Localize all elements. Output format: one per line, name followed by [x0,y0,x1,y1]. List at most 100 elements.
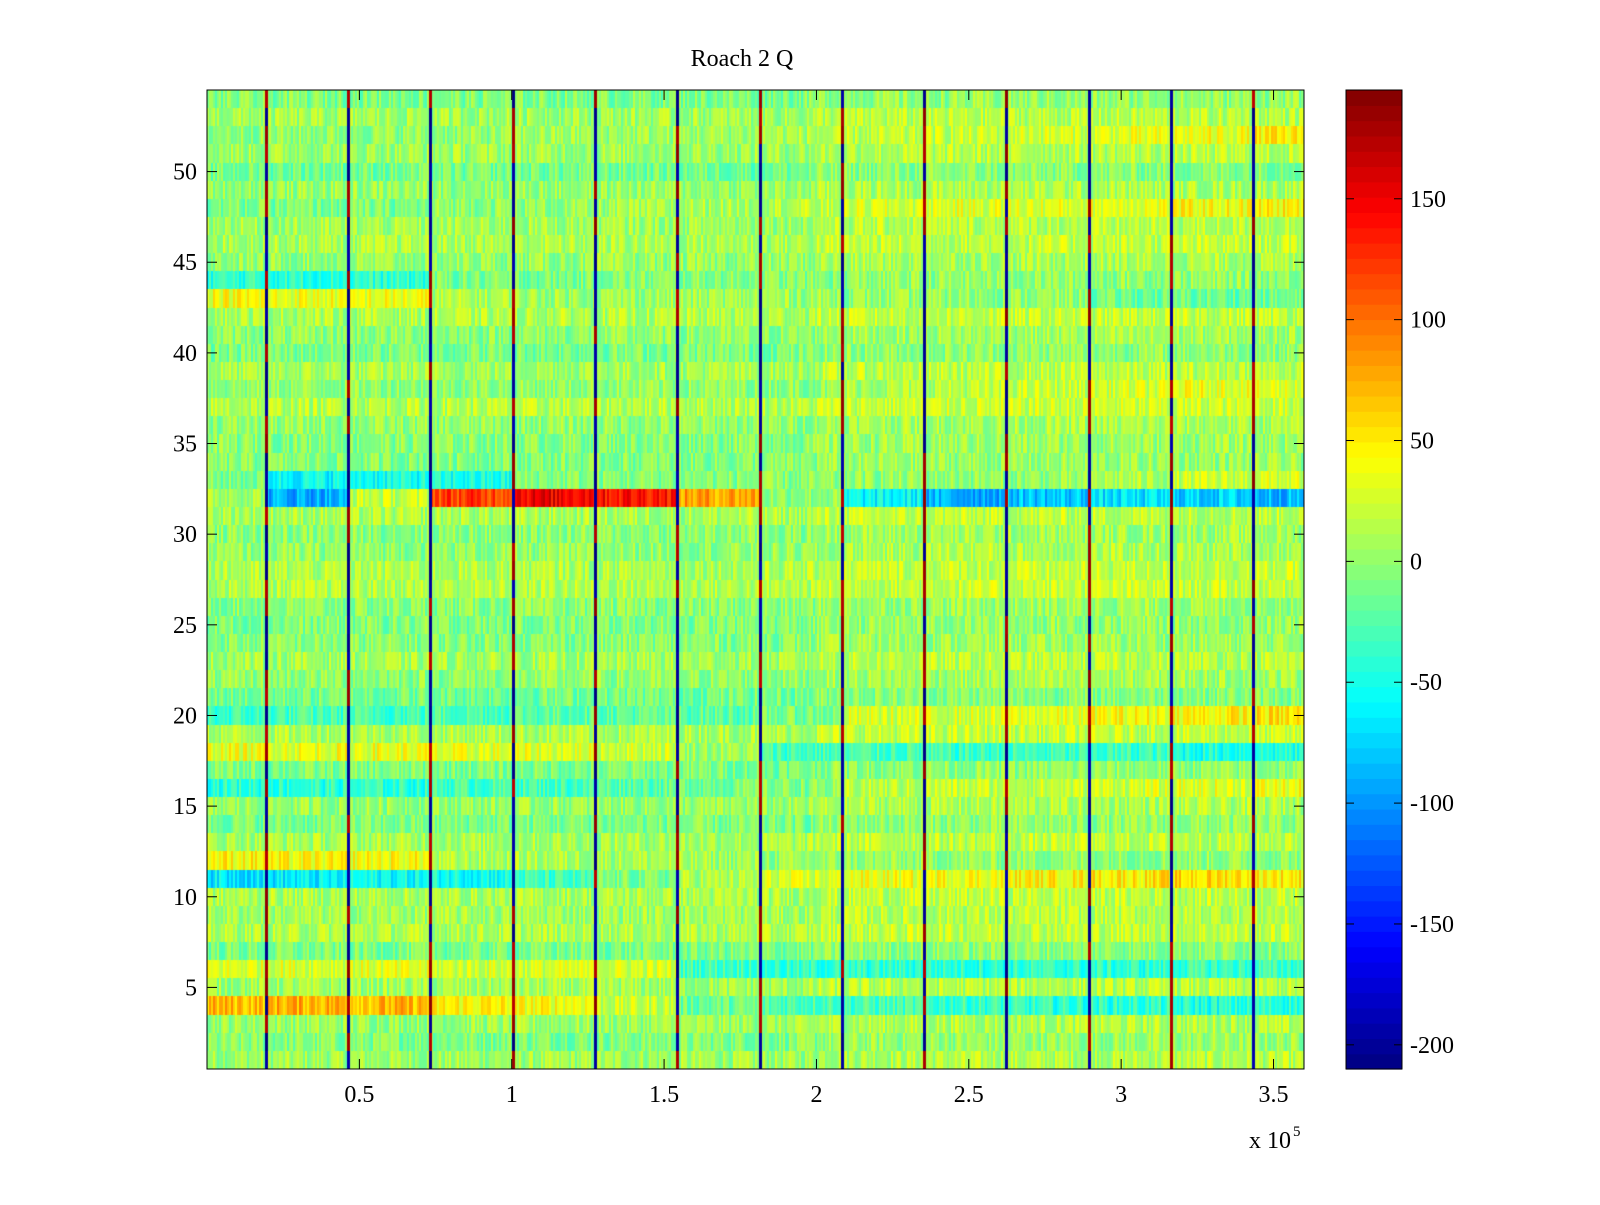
y-tick-label: 20 [173,703,197,729]
colorbar-swatch [1346,533,1402,550]
colorbar-swatch [1346,900,1402,917]
colorbar-swatch [1346,778,1402,795]
colorbar-swatch [1346,671,1402,688]
colorbar-swatch [1346,151,1402,168]
colorbar-swatch [1346,242,1402,259]
y-tick-label: 40 [173,341,197,367]
colorbar-swatch [1346,304,1402,321]
y-tick-label: 50 [173,160,197,186]
heatmap-plot-area [207,90,1304,1069]
colorbar-swatch [1346,411,1402,428]
chart-title: Roach 2 Q [691,46,794,72]
colorbar-swatch [1346,472,1402,489]
colorbar-swatch [1346,747,1402,764]
colorbar-swatch [1346,916,1402,932]
colorbar-swatch [1346,1023,1402,1040]
colorbar-swatch [1346,181,1402,198]
colorbar-tick-label: -100 [1410,791,1454,817]
y-tick-label: 35 [173,432,197,458]
colorbar-swatch [1346,579,1402,596]
colorbar-swatch [1346,166,1402,183]
colorbar-swatch [1346,977,1402,994]
colorbar-swatch [1346,701,1402,718]
colorbar-tick-label: -50 [1410,670,1442,696]
colorbar-swatch [1346,870,1402,887]
y-tick-label: 30 [173,522,197,548]
colorbar-tick-label: 50 [1410,429,1434,455]
colorbar-swatch [1346,854,1402,871]
colorbar-swatch [1346,625,1402,642]
colorbar-swatch [1346,1038,1402,1055]
colorbar-swatch [1346,90,1402,106]
x-tick-label: 1 [506,1082,518,1108]
colorbar-axis: 150 100 50 0 -50 -100 -150 -200 [1346,187,1454,1059]
colorbar-swatch [1346,288,1402,305]
colorbar-swatch [1346,808,1402,825]
x-axis-multiplier-base: x 10 [1249,1128,1291,1154]
colorbar-swatch [1346,946,1402,963]
x-axis-multiplier: x 10 5 [1249,1124,1301,1154]
colorbar-swatch [1346,457,1402,474]
x-tick-label: 3.5 [1259,1082,1289,1108]
colorbar-swatch [1346,961,1402,978]
colorbar-swatch [1346,885,1402,902]
colorbar-swatch [1346,793,1402,810]
colorbar-swatch [1346,594,1402,611]
colorbar-swatch [1346,931,1402,948]
colorbar-swatch [1346,135,1402,152]
colorbar-swatch [1346,426,1402,443]
colorbar-tick-label: -150 [1410,912,1454,938]
colorbar-swatch [1346,610,1402,626]
colorbar-swatch [1346,105,1402,122]
x-axis-multiplier-exponent: 5 [1293,1124,1301,1140]
x-tick-label: 2 [810,1082,822,1108]
colorbar-tick-label: 0 [1410,549,1422,575]
colorbar-swatch [1346,258,1402,275]
x-tick-label: 0.5 [344,1082,374,1108]
colorbar-swatch [1346,839,1402,856]
colorbar-swatch [1346,655,1402,672]
colorbar-tick-label: 100 [1410,308,1446,334]
x-tick-label: 2.5 [954,1082,984,1108]
colorbar-tick-label: 150 [1410,187,1446,213]
y-tick-label: 15 [173,794,197,820]
y-tick-label: 10 [173,885,197,911]
y-tick-label: 25 [173,613,197,639]
colorbar-swatch [1346,686,1402,703]
colorbar-swatch [1346,395,1402,412]
colorbar-swatch [1346,1007,1402,1024]
colorbar-swatch [1346,365,1402,382]
colorbar-swatch [1346,564,1402,581]
colorbar-swatch [1346,487,1402,504]
colorbar-swatch [1346,548,1402,565]
colorbar-swatch [1346,227,1402,244]
colorbar-swatch [1346,824,1402,841]
colorbar-swatch [1346,732,1402,749]
colorbar-swatch [1346,197,1402,213]
x-tick-label: 1.5 [649,1082,679,1108]
colorbar-swatch [1346,441,1402,458]
colorbar-swatch [1346,319,1402,336]
colorbar-swatch [1346,380,1402,397]
colorbar-swatch [1346,503,1402,519]
y-tick-label: 45 [173,250,197,276]
colorbar-swatch [1346,1053,1402,1070]
colorbar [1346,90,1402,1070]
colorbar-tick-label: -200 [1410,1033,1454,1059]
colorbar-swatch [1346,518,1402,535]
colorbar-swatch [1346,273,1402,290]
colorbar-swatch [1346,212,1402,229]
y-tick-label: 5 [185,975,197,1001]
colorbar-swatch [1346,120,1402,137]
colorbar-swatch [1346,992,1402,1009]
x-axis: 0.5 1 1.5 2 2.5 3 3.5 [344,90,1289,1108]
x-tick-label: 3 [1115,1082,1127,1108]
colorbar-swatch [1346,334,1402,351]
colorbar-swatch [1346,763,1402,779]
colorbar-swatch [1346,350,1402,366]
heatmap-cells [207,90,1304,1069]
colorbar-swatch [1346,640,1402,657]
plot-frame [206,89,1305,1070]
